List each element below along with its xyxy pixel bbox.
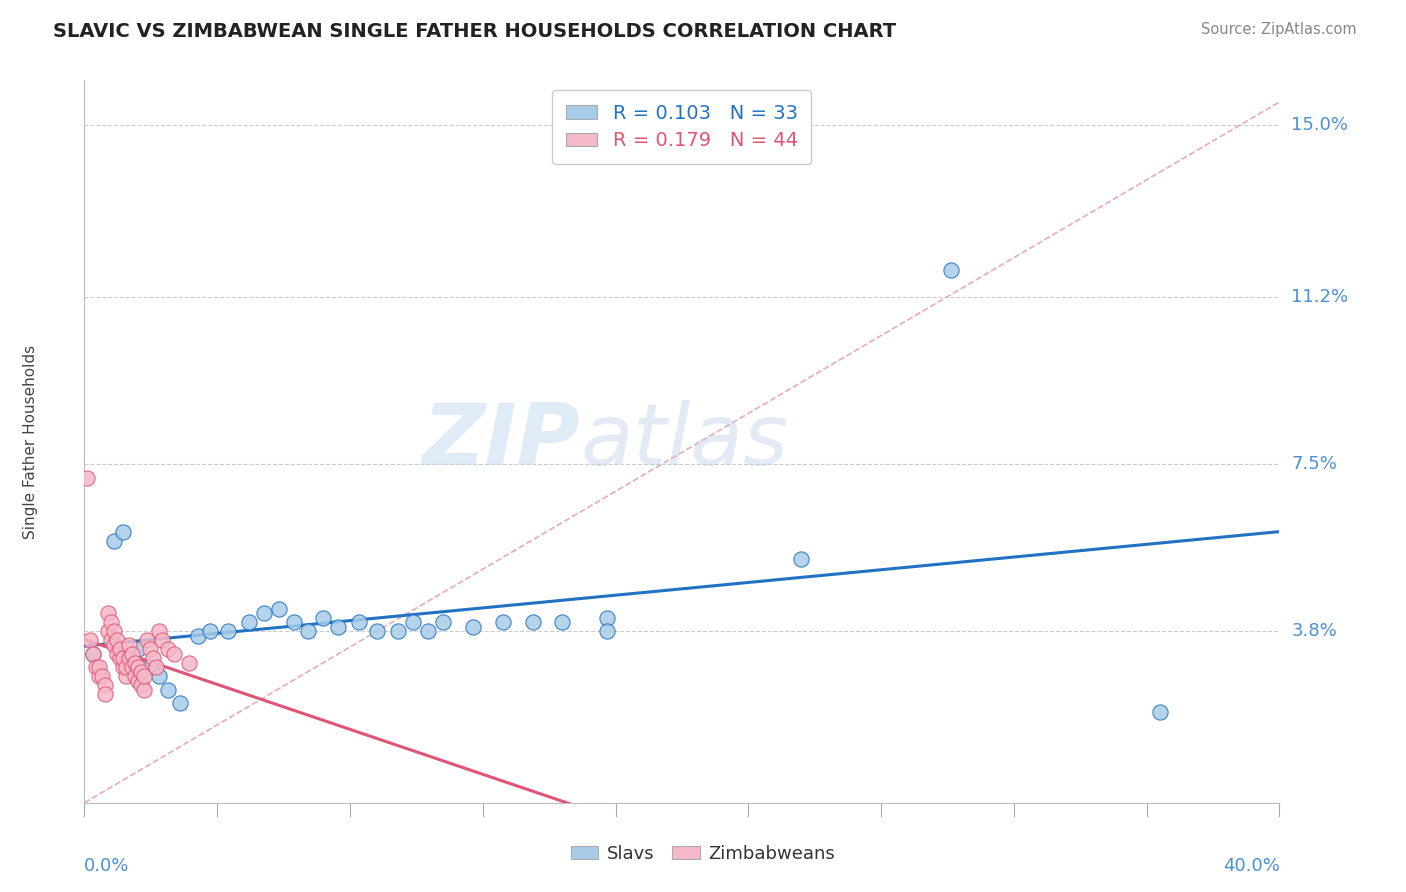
Point	[110, 651, 132, 665]
Point	[94, 678, 117, 692]
Text: 0.0%: 0.0%	[84, 857, 129, 875]
Point	[121, 660, 143, 674]
Point	[136, 633, 159, 648]
Point	[139, 660, 162, 674]
Point	[596, 624, 619, 639]
Point	[127, 673, 149, 688]
Point	[596, 610, 619, 624]
Point	[187, 629, 209, 643]
Point	[100, 615, 122, 630]
Point	[177, 656, 200, 670]
Point	[112, 524, 135, 539]
Point	[118, 638, 141, 652]
Point	[94, 687, 117, 701]
Point	[118, 651, 141, 665]
Point	[157, 682, 180, 697]
Point	[129, 665, 152, 679]
Point	[129, 678, 152, 692]
Point	[103, 624, 125, 639]
Point	[387, 624, 409, 639]
Point	[790, 552, 813, 566]
Point	[105, 647, 128, 661]
Point	[115, 669, 138, 683]
Point	[97, 606, 120, 620]
Point	[112, 651, 135, 665]
Legend: R = 0.103   N = 33, R = 0.179   N = 44: R = 0.103 N = 33, R = 0.179 N = 44	[553, 90, 811, 164]
Point	[139, 642, 162, 657]
Point	[217, 624, 239, 639]
Point	[253, 606, 276, 620]
Point	[115, 660, 138, 674]
Text: 3.8%: 3.8%	[1292, 623, 1337, 640]
Point	[79, 633, 101, 648]
Point	[124, 669, 146, 683]
Point	[551, 615, 574, 630]
Point	[432, 615, 454, 630]
Point	[127, 660, 149, 674]
Point	[522, 615, 544, 630]
Point	[97, 624, 120, 639]
Point	[150, 633, 173, 648]
Point	[492, 615, 515, 630]
Point	[124, 656, 146, 670]
Text: 7.5%: 7.5%	[1292, 455, 1337, 473]
Point	[86, 660, 108, 674]
Point	[142, 651, 165, 665]
Point	[163, 647, 186, 661]
Text: atlas: atlas	[581, 400, 789, 483]
Point	[103, 533, 125, 548]
Text: ZIP: ZIP	[423, 400, 581, 483]
Point	[157, 642, 180, 657]
Text: Single Father Households: Single Father Households	[22, 344, 38, 539]
Point	[76, 471, 98, 485]
Point	[169, 697, 191, 711]
Point	[132, 682, 156, 697]
Point	[91, 669, 114, 683]
Point	[82, 647, 104, 661]
Point	[89, 660, 111, 674]
Point	[105, 633, 128, 648]
Point	[366, 624, 388, 639]
Point	[283, 615, 305, 630]
Point	[148, 624, 170, 639]
Text: SLAVIC VS ZIMBABWEAN SINGLE FATHER HOUSEHOLDS CORRELATION CHART: SLAVIC VS ZIMBABWEAN SINGLE FATHER HOUSE…	[53, 22, 897, 41]
Point	[349, 615, 371, 630]
Point	[82, 647, 104, 661]
Legend: Slavs, Zimbabweans: Slavs, Zimbabweans	[564, 838, 842, 871]
Text: 40.0%: 40.0%	[1223, 857, 1279, 875]
Point	[110, 642, 132, 657]
Point	[267, 601, 290, 615]
Point	[402, 615, 425, 630]
Point	[145, 660, 167, 674]
Point	[416, 624, 439, 639]
Point	[297, 624, 319, 639]
Point	[939, 263, 962, 277]
Point	[238, 615, 260, 630]
Point	[148, 669, 170, 683]
Point	[132, 669, 156, 683]
Point	[198, 624, 221, 639]
Text: Source: ZipAtlas.com: Source: ZipAtlas.com	[1201, 22, 1357, 37]
Point	[100, 633, 122, 648]
Point	[112, 660, 135, 674]
Point	[127, 642, 149, 657]
Point	[328, 620, 350, 634]
Point	[312, 610, 335, 624]
Text: 11.2%: 11.2%	[1292, 288, 1348, 306]
Point	[89, 669, 111, 683]
Point	[461, 620, 484, 634]
Text: 15.0%: 15.0%	[1292, 117, 1348, 135]
Point	[103, 638, 125, 652]
Point	[1149, 706, 1171, 720]
Point	[121, 647, 143, 661]
